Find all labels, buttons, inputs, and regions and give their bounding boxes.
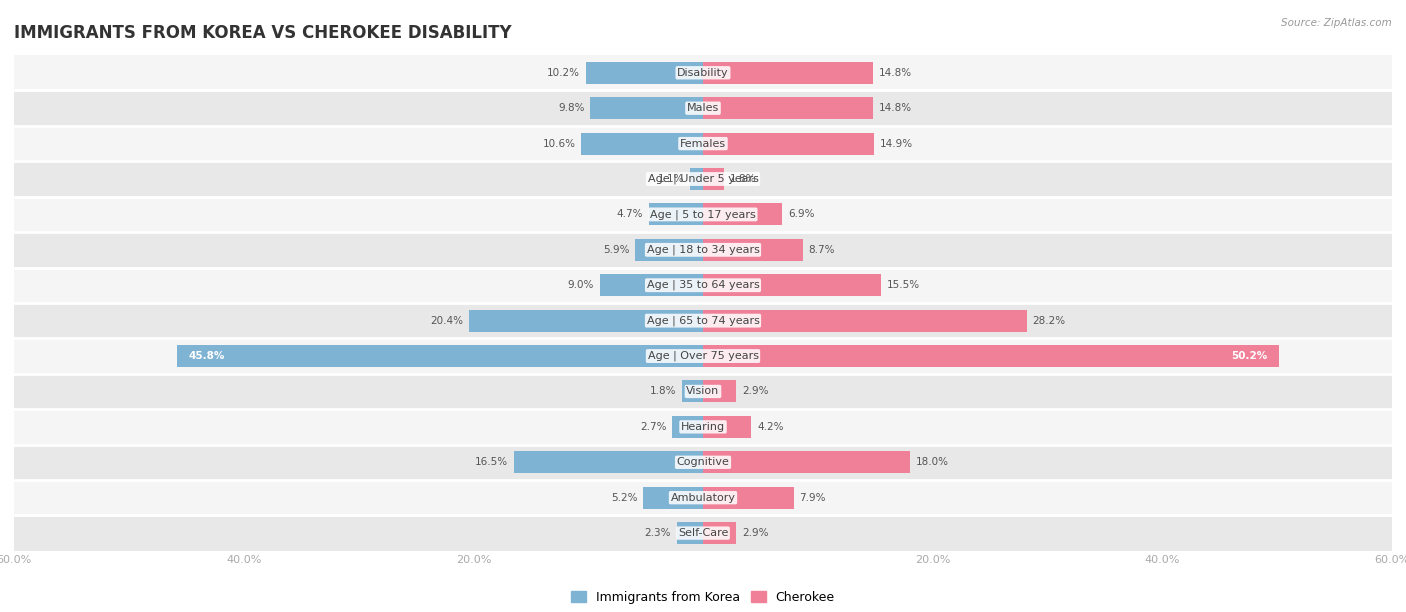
Bar: [14, 480, 1392, 515]
Bar: [690, 168, 703, 190]
Text: 14.9%: 14.9%: [880, 138, 912, 149]
Bar: [14, 126, 1392, 162]
Text: Age | 18 to 34 years: Age | 18 to 34 years: [647, 245, 759, 255]
Bar: [14, 515, 1392, 551]
Text: IMMIGRANTS FROM KOREA VS CHEROKEE DISABILITY: IMMIGRANTS FROM KOREA VS CHEROKEE DISABI…: [14, 24, 512, 42]
Bar: [14, 196, 1392, 232]
Text: 1.8%: 1.8%: [650, 386, 676, 397]
Bar: [703, 239, 803, 261]
Bar: [682, 381, 703, 403]
Bar: [14, 232, 1392, 267]
Bar: [14, 55, 1392, 91]
Bar: [703, 310, 1026, 332]
Bar: [703, 62, 873, 84]
Legend: Immigrants from Korea, Cherokee: Immigrants from Korea, Cherokee: [567, 586, 839, 609]
Text: Source: ZipAtlas.com: Source: ZipAtlas.com: [1281, 18, 1392, 28]
Text: 2.9%: 2.9%: [742, 386, 769, 397]
Text: Age | 35 to 64 years: Age | 35 to 64 years: [647, 280, 759, 291]
Text: Self-Care: Self-Care: [678, 528, 728, 538]
Text: 5.9%: 5.9%: [603, 245, 630, 255]
Bar: [14, 374, 1392, 409]
Bar: [14, 91, 1392, 126]
Bar: [14, 162, 1392, 196]
Text: 16.5%: 16.5%: [475, 457, 508, 468]
Text: 4.2%: 4.2%: [756, 422, 783, 432]
Bar: [703, 381, 737, 403]
Text: 8.7%: 8.7%: [808, 245, 835, 255]
Text: Age | Under 5 years: Age | Under 5 years: [648, 174, 758, 184]
Bar: [703, 487, 794, 509]
Text: Cognitive: Cognitive: [676, 457, 730, 468]
Text: 14.8%: 14.8%: [879, 68, 912, 78]
Text: 15.5%: 15.5%: [887, 280, 920, 290]
Text: 4.7%: 4.7%: [617, 209, 644, 220]
Text: 14.8%: 14.8%: [879, 103, 912, 113]
Bar: [513, 451, 703, 473]
Text: 1.1%: 1.1%: [658, 174, 685, 184]
Text: 10.2%: 10.2%: [547, 68, 581, 78]
Bar: [599, 274, 703, 296]
Text: 9.8%: 9.8%: [558, 103, 585, 113]
Bar: [703, 274, 882, 296]
Text: 2.3%: 2.3%: [644, 528, 671, 538]
Bar: [14, 409, 1392, 444]
Text: 20.4%: 20.4%: [430, 316, 463, 326]
Text: 2.9%: 2.9%: [742, 528, 769, 538]
Bar: [703, 97, 873, 119]
Bar: [703, 203, 782, 225]
Text: 6.9%: 6.9%: [787, 209, 814, 220]
Bar: [177, 345, 703, 367]
Text: 50.2%: 50.2%: [1232, 351, 1268, 361]
Bar: [672, 416, 703, 438]
Text: Age | Over 75 years: Age | Over 75 years: [648, 351, 758, 361]
Bar: [703, 416, 751, 438]
Text: Disability: Disability: [678, 68, 728, 78]
Text: Age | 65 to 74 years: Age | 65 to 74 years: [647, 315, 759, 326]
Bar: [14, 444, 1392, 480]
Bar: [676, 522, 703, 544]
Text: 5.2%: 5.2%: [612, 493, 637, 502]
Text: 2.7%: 2.7%: [640, 422, 666, 432]
Bar: [468, 310, 703, 332]
Bar: [650, 203, 703, 225]
Text: 10.6%: 10.6%: [543, 138, 575, 149]
Bar: [586, 62, 703, 84]
Bar: [14, 303, 1392, 338]
Text: 1.8%: 1.8%: [730, 174, 756, 184]
Bar: [14, 267, 1392, 303]
Text: 7.9%: 7.9%: [800, 493, 825, 502]
Bar: [581, 133, 703, 155]
Text: Hearing: Hearing: [681, 422, 725, 432]
Text: Age | 5 to 17 years: Age | 5 to 17 years: [650, 209, 756, 220]
Bar: [636, 239, 703, 261]
Bar: [703, 522, 737, 544]
Text: 9.0%: 9.0%: [568, 280, 593, 290]
Bar: [703, 168, 724, 190]
Bar: [703, 451, 910, 473]
Bar: [644, 487, 703, 509]
Text: 18.0%: 18.0%: [915, 457, 949, 468]
Bar: [703, 133, 875, 155]
Text: Ambulatory: Ambulatory: [671, 493, 735, 502]
Text: Males: Males: [688, 103, 718, 113]
Bar: [703, 345, 1279, 367]
Text: 45.8%: 45.8%: [188, 351, 225, 361]
Text: 28.2%: 28.2%: [1032, 316, 1066, 326]
Text: Vision: Vision: [686, 386, 720, 397]
Text: Females: Females: [681, 138, 725, 149]
Bar: [14, 338, 1392, 374]
Bar: [591, 97, 703, 119]
